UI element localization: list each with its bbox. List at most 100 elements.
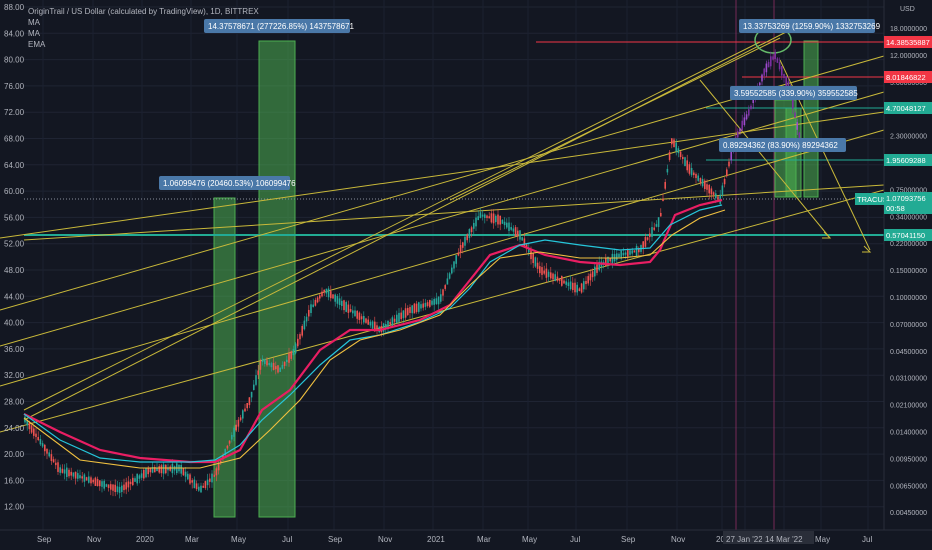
- right-tick-label: 0.10000000: [890, 295, 927, 302]
- indicator-ema[interactable]: EMA: [28, 40, 46, 49]
- measure-label-bg: [730, 86, 857, 100]
- candle-body: [448, 273, 451, 279]
- candle-body: [389, 322, 391, 325]
- right-tick-label: 18.0000000: [890, 26, 927, 33]
- candle-body: [646, 237, 649, 240]
- right-tick-label: 0.00450000: [890, 510, 927, 517]
- candle-body: [312, 304, 314, 307]
- date-label: 2021: [427, 535, 445, 544]
- candle-body: [301, 326, 303, 336]
- candle-body: [462, 242, 464, 248]
- candle-body: [510, 227, 512, 230]
- candle-body: [712, 192, 715, 195]
- candle-body: [435, 298, 438, 305]
- left-tick-label: 44.00: [4, 292, 25, 301]
- candle-body: [217, 463, 220, 471]
- candle-body: [57, 462, 59, 472]
- candle-body: [495, 215, 497, 223]
- candle-body: [666, 168, 669, 173]
- candle-body: [101, 481, 103, 487]
- left-tick-label: 48.00: [4, 266, 25, 275]
- candle-body: [323, 289, 325, 293]
- right-tick-label: 0.02100000: [890, 403, 927, 410]
- candle-body: [741, 120, 743, 131]
- candle-body: [488, 216, 490, 219]
- candle-body: [305, 316, 308, 322]
- candle-body: [475, 217, 477, 227]
- measure-label: 1.06099476 (20460.53%) 106099476: [163, 179, 296, 188]
- candle-body: [83, 474, 86, 482]
- indicator-ma-1[interactable]: MA: [28, 18, 40, 27]
- candle-body: [99, 480, 101, 487]
- left-tick-label: 84.00: [4, 29, 25, 38]
- candle-body: [266, 360, 268, 366]
- last-price-label: 1.07093756: [886, 194, 926, 203]
- candle-body: [316, 297, 319, 303]
- ma-line-teal: [23, 204, 723, 463]
- left-tick-label: 20.00: [4, 450, 25, 459]
- measure-box: [785, 107, 802, 198]
- candle-body: [723, 178, 726, 185]
- candle-body: [554, 274, 556, 281]
- candle-body: [627, 249, 629, 257]
- right-tick-label: 0.04500000: [890, 349, 927, 356]
- candle-body: [433, 299, 435, 305]
- candle-body: [200, 485, 202, 493]
- candle-body: [657, 217, 660, 227]
- candle-body: [490, 213, 493, 223]
- candle-body: [261, 358, 264, 363]
- candle-body: [710, 188, 713, 195]
- indicator-ma-2[interactable]: MA: [28, 29, 40, 38]
- candle-body: [279, 367, 281, 372]
- candle-body: [371, 321, 374, 329]
- candle-body: [314, 299, 317, 306]
- candle-body: [140, 473, 143, 478]
- date-label: 14 Mar '22: [765, 535, 803, 544]
- candle-body: [704, 180, 706, 190]
- candle-body: [400, 312, 402, 320]
- candle-body: [501, 219, 504, 224]
- candle-body: [503, 221, 506, 226]
- candle-body: [532, 253, 534, 264]
- candle-body: [385, 324, 387, 329]
- candle-body: [28, 422, 31, 430]
- candle-body: [85, 477, 88, 481]
- candle-body: [561, 276, 563, 286]
- candle-body: [481, 214, 484, 217]
- date-label: Mar: [185, 535, 199, 544]
- candle-body: [622, 252, 625, 256]
- candle-body: [470, 227, 473, 233]
- candle-body: [759, 82, 761, 86]
- right-tick-label: 0.15000000: [890, 268, 927, 275]
- currency-label: USD: [900, 6, 915, 13]
- candle-body: [424, 302, 427, 307]
- date-label: Jul: [282, 535, 292, 544]
- candle-body: [118, 486, 121, 493]
- candle-body: [264, 359, 266, 364]
- candle-body: [182, 468, 185, 476]
- candle-body: [48, 452, 50, 457]
- candle-body: [552, 273, 554, 280]
- candle-body: [391, 317, 394, 327]
- candle-body: [290, 351, 292, 359]
- candle-body: [620, 250, 622, 259]
- candle-body: [708, 184, 710, 194]
- candle-body: [235, 424, 237, 431]
- measure-label-bg: [204, 19, 350, 33]
- candle-body: [382, 323, 385, 332]
- candle-body: [369, 321, 372, 326]
- candle-body: [66, 467, 68, 477]
- candle-body: [572, 282, 574, 290]
- candle-body: [776, 58, 779, 63]
- candle-body: [228, 440, 231, 444]
- candle-body: [770, 56, 772, 67]
- price-tag-label: 0.57041150: [886, 231, 925, 240]
- candle-body: [215, 468, 218, 476]
- candle-body: [550, 272, 552, 279]
- date-label: Sep: [37, 535, 52, 544]
- date-label: Nov: [378, 535, 392, 544]
- candle-body: [653, 227, 655, 230]
- candle-body: [226, 445, 229, 449]
- candles: [24, 49, 801, 499]
